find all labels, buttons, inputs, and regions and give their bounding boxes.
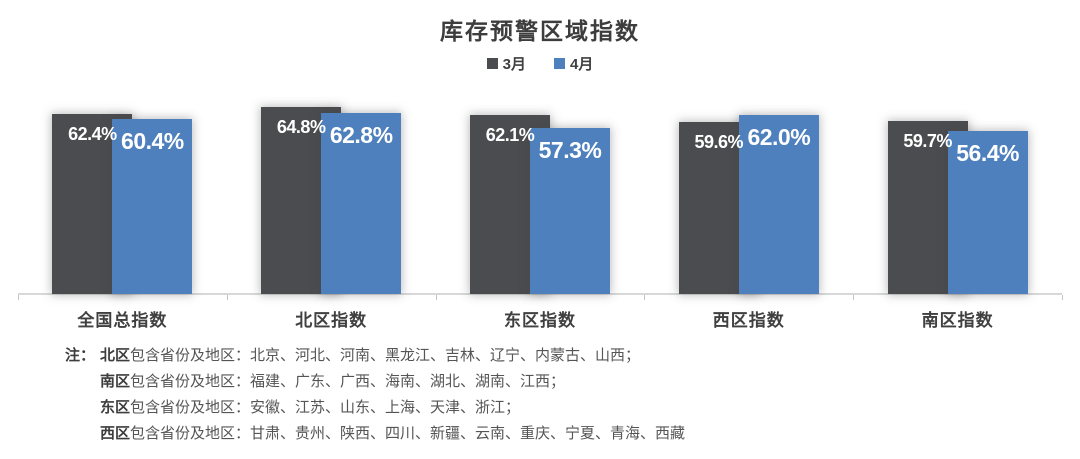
footnote-text-north: 包含省份及地区：北京、河北、河南、黑龙江、吉林、辽宁、内蒙古、山西； — [130, 347, 641, 364]
chart-title: 库存预警区域指数 — [440, 18, 640, 44]
bar-value-label: 59.7% — [903, 131, 952, 152]
footnote-line: 注： 北区包含省份及地区：北京、河北、河南、黑龙江、吉林、辽宁、内蒙古、山西； — [65, 343, 685, 369]
category-label: 东区指数 — [503, 311, 576, 330]
footnote-region-south: 南区 — [100, 373, 131, 390]
legend-label-april: 4月 — [570, 56, 594, 73]
bar-4月-北区指数 — [321, 112, 402, 294]
bar-4月-西区指数 — [738, 114, 819, 294]
axis-tick — [226, 295, 228, 300]
bar-value-label: 59.6% — [694, 131, 744, 152]
bar-4月-东区指数 — [530, 128, 610, 294]
bar-4月-南区指数 — [947, 131, 1028, 294]
x-axis-line — [18, 293, 1062, 295]
footnotes: 注： 北区包含省份及地区：北京、河北、河南、黑龙江、吉林、辽宁、内蒙古、山西； 南… — [65, 343, 685, 447]
footnote-text-west: 包含省份及地区：甘肃、贵州、陕西、四川、新疆、云南、重庆、宁夏、青海、西藏 — [130, 425, 686, 442]
bar-4月-全国总指数 — [112, 119, 193, 294]
bar-value-label: 62.4% — [68, 123, 117, 144]
axis-tick — [644, 295, 646, 300]
chart-legend: 3月 4月 — [0, 53, 1080, 74]
legend-label-march: 3月 — [502, 56, 526, 73]
category-label: 南区指数 — [921, 311, 994, 330]
footnote-text-east: 包含省份及地区：安徽、江苏、山东、上海、天津、浙江； — [130, 399, 521, 416]
bar-value-label: 62.1% — [485, 124, 535, 145]
footnote-region-west: 西区 — [100, 425, 131, 442]
bar-value-label: 64.8% — [276, 116, 326, 137]
footnote-line: 南区包含省份及地区：福建、广东、广西、海南、湖北、湖南、江西； — [65, 369, 685, 395]
bar-value-label: 62.0% — [747, 123, 811, 150]
category-label: 全国总指数 — [77, 311, 168, 330]
bar-value-label: 62.8% — [329, 121, 393, 148]
axis-tick — [853, 295, 855, 300]
footnote-line: 东区包含省份及地区：安徽、江苏、山东、上海、天津、浙江； — [65, 395, 685, 421]
axis-tick — [18, 295, 19, 300]
category-label: 西区指数 — [712, 311, 785, 330]
footnote-line: 西区包含省份及地区：甘肃、贵州、陕西、四川、新疆、云南、重庆、宁夏、青海、西藏 — [65, 421, 685, 447]
footnote-region-east: 东区 — [100, 399, 131, 416]
legend-item-april: 4月 — [554, 53, 593, 74]
axis-tick — [435, 295, 437, 300]
bar-value-label: 60.4% — [121, 128, 184, 155]
footnote-prefix: 注： — [65, 347, 96, 364]
footnote-text-south: 包含省份及地区：福建、广东、广西、海南、湖北、湖南、江西； — [130, 373, 566, 390]
footnote-region-north: 北区 — [100, 347, 131, 364]
legend-item-march: 3月 — [486, 53, 526, 74]
bar-value-label: 56.4% — [956, 140, 1019, 167]
axis-tick — [1062, 295, 1063, 300]
legend-swatch-march-icon — [486, 58, 498, 69]
legend-swatch-april-icon — [554, 58, 565, 69]
category-label: 北区指数 — [295, 311, 368, 330]
bar-value-label: 57.3% — [538, 137, 602, 164]
